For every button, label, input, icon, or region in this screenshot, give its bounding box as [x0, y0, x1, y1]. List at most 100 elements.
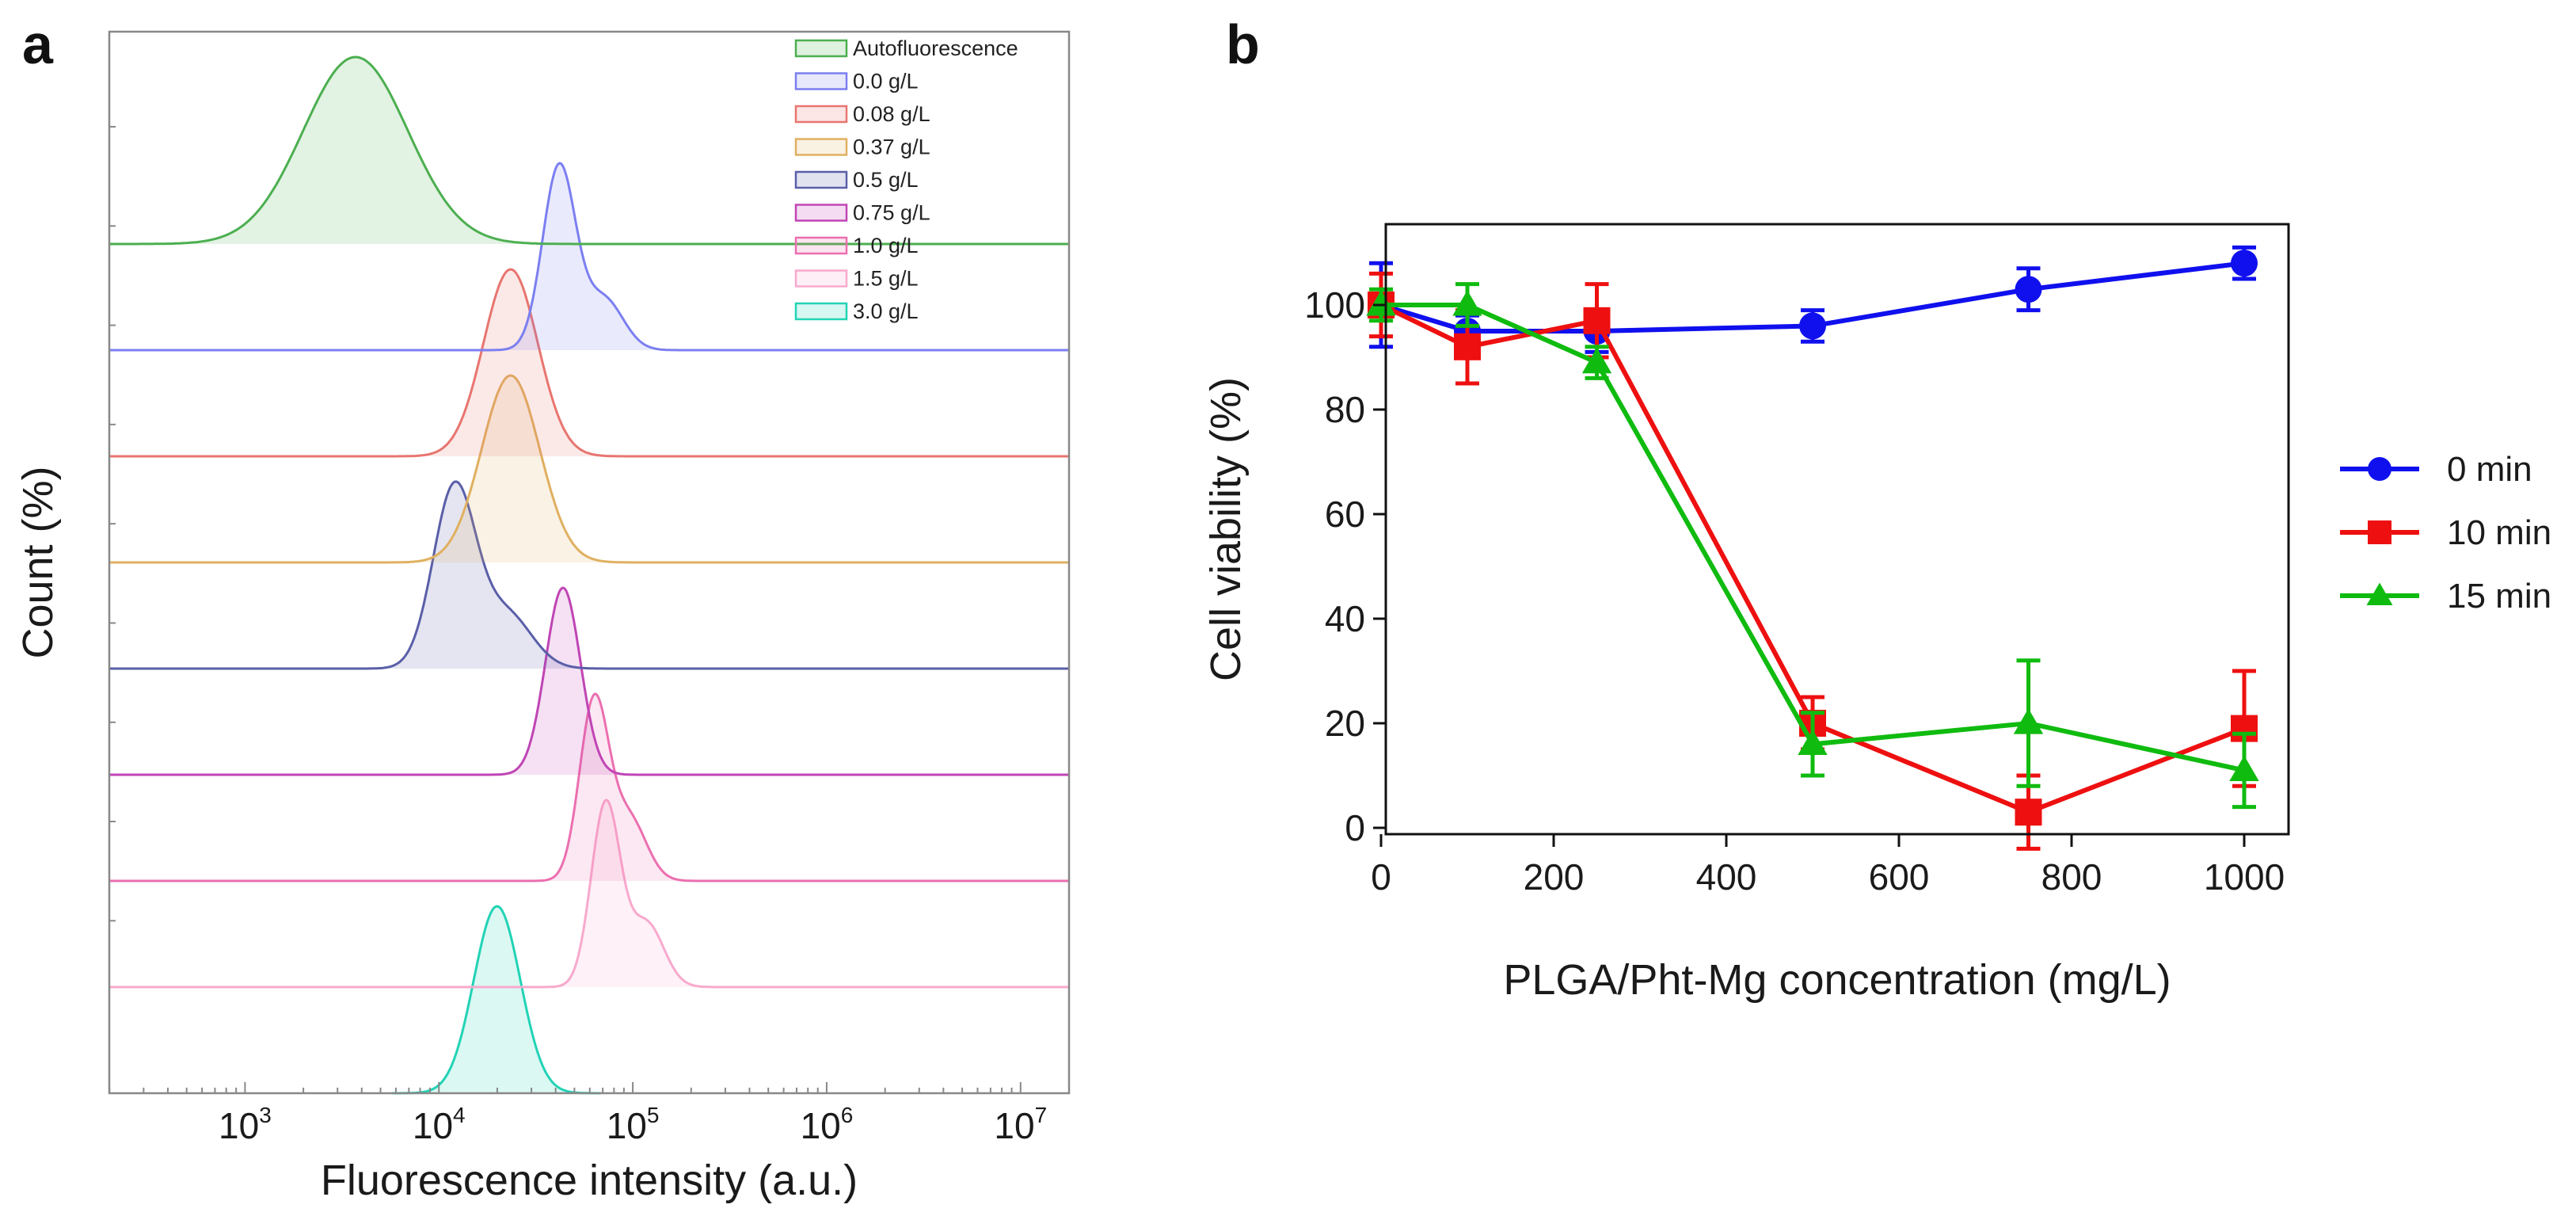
viability-legend-label: 15 min — [2447, 577, 2551, 616]
histogram-x-tick-label: 104 — [413, 1103, 466, 1146]
histogram-legend-item: 3.0 g/L — [794, 299, 919, 323]
viability-point — [1454, 333, 1481, 360]
histogram-x-ticks: 103 104 105 106 107 — [108, 1082, 1047, 1146]
histogram-line — [109, 799, 1069, 989]
viability-legend-item: 10 min — [2340, 513, 2551, 552]
viability-series-15-min — [1366, 282, 2259, 810]
histogram-line — [109, 268, 1069, 458]
viability-y-tick-label: 20 — [1325, 703, 1365, 744]
viability-x-tick-label: 600 — [1869, 856, 1930, 898]
histogram-legend-item: 1.0 g/L — [794, 234, 919, 257]
histogram-legend-swatch — [794, 269, 848, 288]
histogram-legend-swatch — [794, 72, 848, 90]
histogram-legend-label: 0.08 g/L — [853, 102, 930, 126]
histogram-legend-swatch — [794, 204, 848, 222]
histogram-fill — [528, 694, 706, 881]
histogram-line — [109, 55, 1069, 246]
viability-point — [1581, 347, 1612, 374]
panel-a-label: a — [22, 13, 54, 75]
histogram-legend-label: 1.5 g/L — [853, 267, 919, 291]
viability-point — [2229, 755, 2259, 781]
histogram-legend-item: 0.75 g/L — [794, 201, 930, 225]
histogram-fill — [485, 163, 690, 350]
viability-x-ticks: 0 200 400 600 800 1000 — [1371, 834, 2285, 898]
histogram-series — [109, 55, 1069, 246]
histogram-legend-item: 0.08 g/L — [794, 102, 930, 126]
viability-y-ticks: 0 20 40 60 80 100 — [1304, 284, 1386, 848]
viability-point — [2015, 799, 2042, 826]
viability-y-tick-label: 80 — [1325, 389, 1365, 430]
histogram-legend-item: 0.5 g/L — [794, 168, 919, 192]
histogram-x-tick-label: 105 — [607, 1103, 660, 1146]
viability-point — [2231, 250, 2258, 277]
histogram-line — [392, 905, 601, 1095]
histogram-series — [109, 799, 1069, 989]
viability-line — [1379, 303, 2246, 815]
viability-x-tick-label: 0 — [1371, 856, 1391, 898]
histogram-fill — [379, 375, 640, 562]
histogram-fill — [392, 906, 601, 1093]
viability-legend-label: 0 min — [2447, 450, 2532, 489]
viability-y-tick-label: 0 — [1345, 807, 1365, 848]
viability-series-0-min — [1368, 245, 2258, 354]
histogram-series — [392, 905, 601, 1095]
histogram-x-axis-title: Fluorescence intensity (a.u.) — [321, 1157, 858, 1204]
histogram-panel: 103 104 105 106 107 Autofluorescence 0.0 g/L 0… — [14, 30, 1071, 1204]
viability-line — [1381, 303, 2245, 773]
histogram-series — [109, 374, 1069, 564]
histogram-legend-label: 0.0 g/L — [853, 70, 919, 93]
viability-legend: 0 min 10 min 15 min — [2340, 450, 2551, 616]
histogram-legend-item: Autofluorescence — [794, 36, 1018, 60]
viability-point — [1583, 307, 1611, 334]
viability-plot-frame — [1384, 223, 2290, 836]
viability-point — [1799, 312, 1826, 340]
histogram-series — [109, 586, 1069, 776]
histogram-line — [109, 374, 1069, 564]
viability-point — [2015, 276, 2042, 303]
panel-b-label: b — [1226, 13, 1260, 75]
viability-x-tick-label: 200 — [1524, 856, 1585, 898]
histogram-legend-label: 1.0 g/L — [853, 234, 919, 257]
histogram-series — [109, 480, 1069, 670]
viability-panel: 0 20 40 60 80 100 0 200 400 600 800 1000 0 min 10 m… — [1202, 223, 2551, 1004]
viability-series — [1366, 245, 2259, 851]
viability-x-axis-title: PLGA/Pht-Mg concentration (mg/L) — [1503, 956, 2171, 1004]
viability-line — [1380, 261, 2245, 334]
histogram-y-ticks — [109, 126, 116, 922]
histogram-x-tick-label: 103 — [219, 1103, 272, 1146]
viability-point — [2368, 457, 2391, 481]
histogram-x-tick-label: 106 — [801, 1103, 854, 1146]
viability-y-axis-title: Cell viability (%) — [1202, 377, 1250, 681]
histogram-legend-swatch — [794, 236, 848, 255]
histogram-curves — [109, 55, 1069, 1095]
histogram-legend: Autofluorescence 0.0 g/L 0.08 g/L 0.37 g/L 0… — [794, 36, 1018, 323]
histogram-legend-swatch — [794, 302, 848, 321]
histogram-legend-label: 0.5 g/L — [853, 168, 919, 192]
viability-legend-item: 0 min — [2340, 450, 2532, 489]
histogram-line — [109, 162, 1069, 352]
histogram-line — [109, 586, 1069, 776]
histogram-fill — [540, 800, 725, 987]
histogram-x-tick-label: 107 — [994, 1103, 1047, 1146]
histogram-fill — [358, 482, 619, 669]
viability-point — [2013, 708, 2044, 734]
viability-legend-label: 10 min — [2447, 513, 2551, 552]
histogram-legend-label: 3.0 g/L — [853, 299, 919, 323]
viability-point — [1798, 729, 1828, 755]
histogram-legend-label: 0.75 g/L — [853, 201, 930, 225]
histogram-fill — [484, 588, 641, 775]
histogram-legend-swatch — [794, 105, 848, 124]
viability-y-tick-label: 100 — [1304, 284, 1365, 326]
viability-point — [2366, 582, 2393, 605]
viability-x-tick-label: 1000 — [2204, 856, 2285, 898]
histogram-legend-swatch — [794, 170, 848, 189]
histogram-line — [109, 480, 1069, 670]
histogram-legend-label: Autofluorescence — [853, 36, 1018, 60]
histogram-fill — [120, 57, 592, 244]
viability-y-tick-label: 60 — [1325, 494, 1365, 535]
viability-point — [1452, 290, 1482, 316]
histogram-series — [109, 268, 1069, 458]
viability-point — [1366, 290, 1396, 316]
viability-x-tick-label: 800 — [2041, 856, 2102, 898]
